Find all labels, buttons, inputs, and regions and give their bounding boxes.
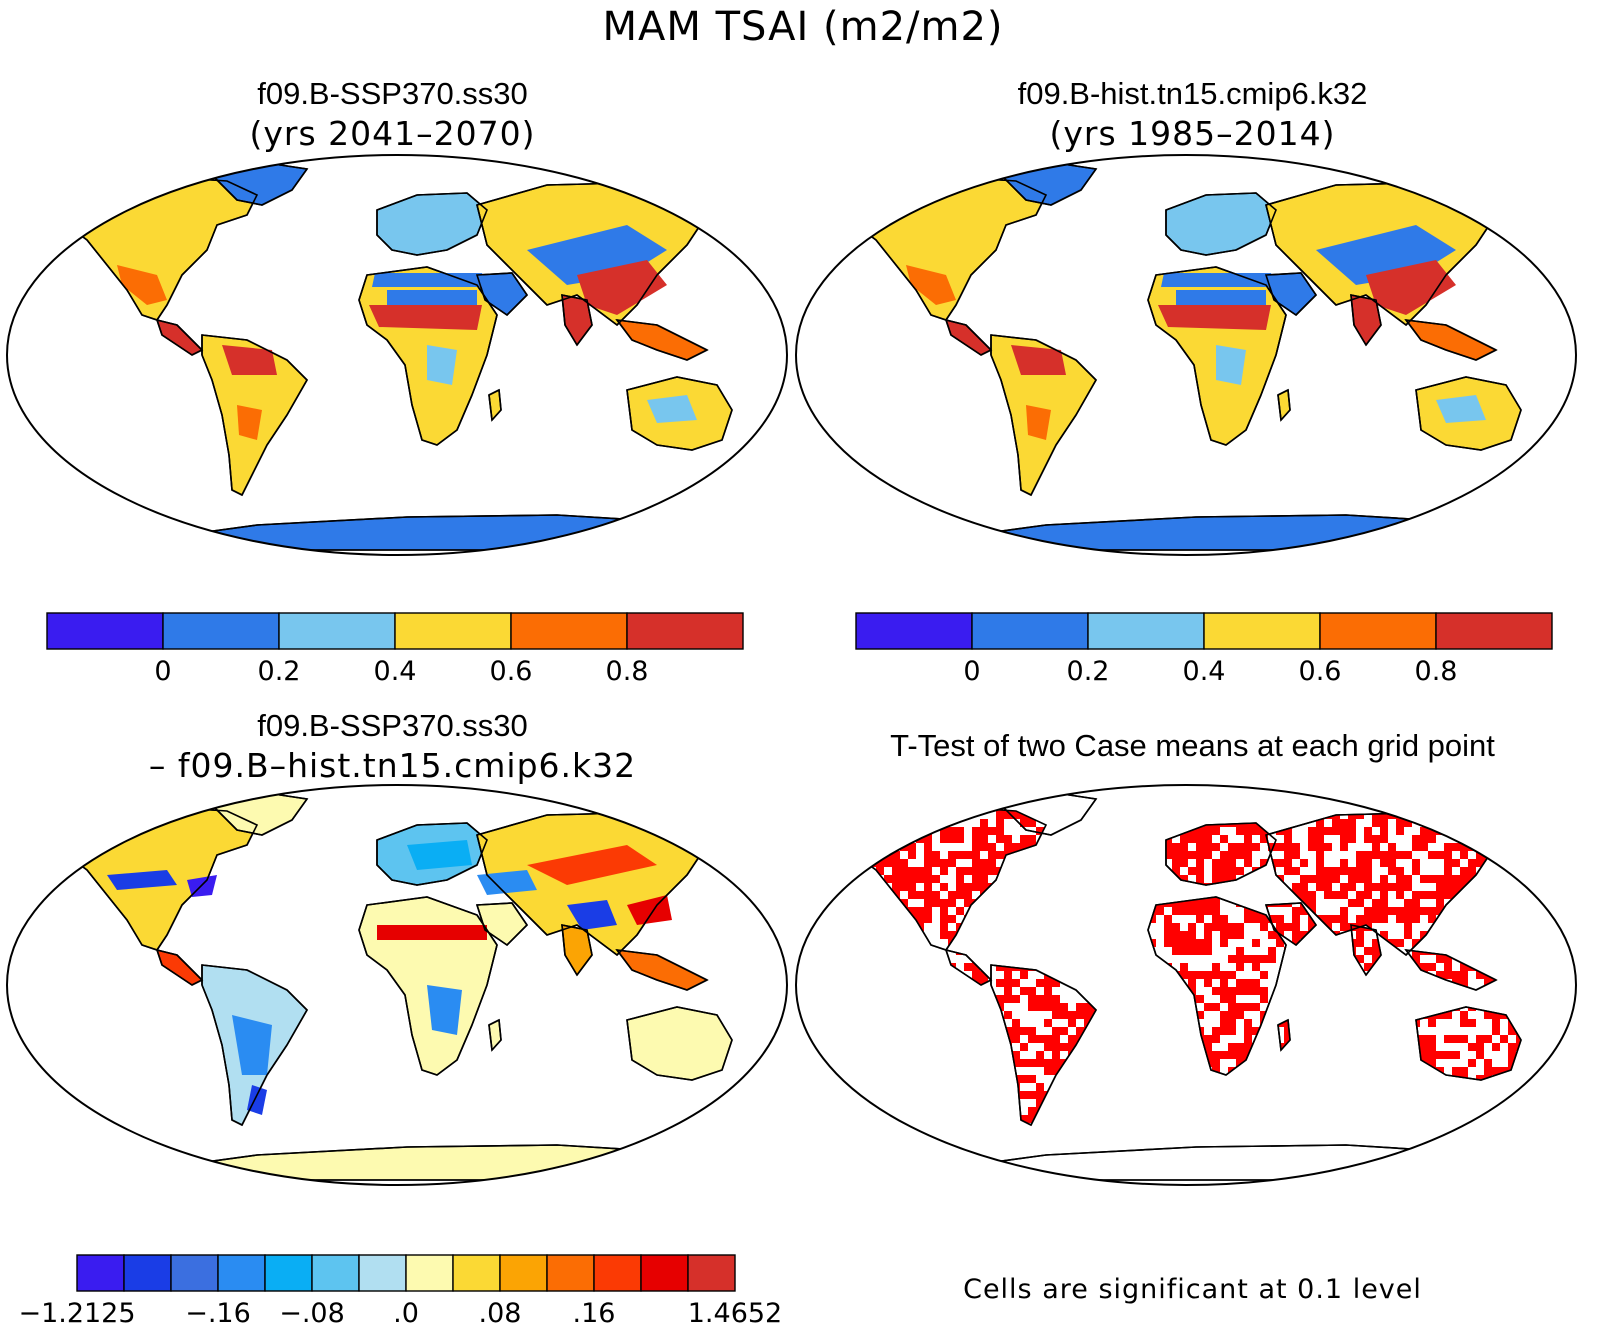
map-border: [6, 784, 788, 1186]
field-band: [1366, 260, 1456, 315]
field-band: [369, 305, 482, 330]
colorbar-difference: [76, 1254, 736, 1292]
colorbar-swatch: [162, 612, 280, 650]
colorbar-swatch: [1203, 612, 1321, 650]
field-band: [477, 870, 537, 895]
colorbar-swatch: [1319, 612, 1437, 650]
field-band: [407, 840, 472, 870]
colorbar-swatch: [626, 612, 744, 650]
panel-tr-title: f09.B-hist.tn15.cmip6.k32: [1017, 76, 1368, 111]
field-band: [1206, 200, 1251, 230]
field-band: [222, 345, 277, 375]
field-band: [1216, 345, 1246, 385]
colorbar-tick-label: 0.4: [373, 656, 417, 687]
field-band: [577, 260, 667, 315]
panel-tr-subtitle: (yrs 1985–2014): [1049, 114, 1336, 153]
field-band: [247, 1085, 267, 1115]
field-band: [417, 200, 462, 230]
field-band: [117, 265, 167, 305]
map-ssp370: [6, 154, 788, 556]
field-band: [232, 1015, 272, 1075]
colorbar-swatch: [546, 1254, 595, 1292]
field-band: [427, 345, 457, 385]
colorbar-swatch: [123, 1254, 172, 1292]
field-band: [1436, 395, 1486, 423]
colorbar-swatch: [640, 1254, 689, 1292]
colorbar-swatch: [1087, 612, 1205, 650]
field-band: [567, 900, 617, 930]
field-band: [647, 395, 697, 423]
colorbar-swatch: [405, 1254, 454, 1292]
colorbar-swatch: [278, 612, 396, 650]
field-band: [107, 870, 177, 890]
colorbar-tick-label: 0.4: [1182, 656, 1226, 687]
colorbar-tick-label: −.16: [185, 1298, 251, 1329]
colorbar-tick-label: 0.2: [1066, 656, 1110, 687]
colorbar-swatch: [76, 1254, 125, 1292]
field-band: [1176, 290, 1266, 305]
map-border: [795, 154, 1577, 556]
field-band: [906, 265, 956, 305]
field-band: [1011, 345, 1066, 375]
map-border: [6, 154, 788, 556]
colorbar-swatch: [46, 612, 164, 650]
field-band: [372, 273, 487, 287]
colorbar-swatch: [510, 612, 628, 650]
map-ttest: [795, 784, 1577, 1186]
colorbar-swatch: [311, 1254, 360, 1292]
colorbar-tick-label: 0.6: [489, 656, 533, 687]
colorbar-swatch: [217, 1254, 266, 1292]
field-band: [1026, 405, 1051, 440]
figure-title: MAM TSAI (m2/m2): [602, 4, 1004, 50]
field-band: [527, 845, 657, 885]
colorbar-swatch: [499, 1254, 548, 1292]
colorbar-absolute-left: [46, 612, 744, 650]
colorbar-tick-label: .0: [393, 1298, 419, 1329]
colorbar-tick-label: 0.6: [1298, 656, 1342, 687]
colorbar-tick-label: 0.2: [257, 656, 301, 687]
colorbar-tick-label: 0.8: [605, 656, 649, 687]
field-band: [1158, 305, 1271, 330]
field-band: [237, 405, 262, 440]
colorbar-tick-label: 0: [963, 656, 981, 687]
map-diff: [6, 784, 788, 1186]
colorbar-swatch: [687, 1254, 736, 1292]
panel-bl-title: f09.B-SSP370.ss30: [257, 708, 528, 743]
colorbar-swatch: [170, 1254, 219, 1292]
colorbar-swatch: [358, 1254, 407, 1292]
field-band: [377, 925, 487, 940]
field-band: [627, 895, 672, 925]
colorbar-tick-label: .16: [572, 1298, 616, 1329]
map-hist: [795, 154, 1577, 556]
colorbar-swatch: [855, 612, 973, 650]
field-band: [387, 290, 477, 305]
colorbar-swatch: [593, 1254, 642, 1292]
colorbar-tick-label: −.08: [279, 1298, 345, 1329]
field-band: [1161, 273, 1276, 287]
colorbar-tick-label: −1.2125: [18, 1298, 136, 1329]
panel-bl-subtitle: – f09.B–hist.tn15.cmip6.k32: [148, 746, 637, 785]
colorbar-swatch: [971, 612, 1089, 650]
panel-tl-title: f09.B-SSP370.ss30: [257, 76, 528, 111]
colorbar-swatch: [264, 1254, 313, 1292]
colorbar-swatch: [1435, 612, 1553, 650]
field-band: [427, 985, 462, 1035]
colorbar-tick-label: 0: [154, 656, 172, 687]
colorbar-swatch: [452, 1254, 501, 1292]
significance-note: Cells are significant at 0.1 level: [963, 1274, 1422, 1305]
colorbar-tick-label: .08: [478, 1298, 522, 1329]
colorbar-swatch: [394, 612, 512, 650]
panel-br-title: T-Test of two Case means at each grid po…: [890, 728, 1495, 763]
map-border: [795, 784, 1577, 1186]
colorbar-tick-label: 1.4652: [687, 1298, 783, 1329]
colorbar-absolute-right: [855, 612, 1553, 650]
panel-tl-subtitle: (yrs 2041–2070): [249, 114, 536, 153]
colorbar-tick-label: 0.8: [1414, 656, 1458, 687]
